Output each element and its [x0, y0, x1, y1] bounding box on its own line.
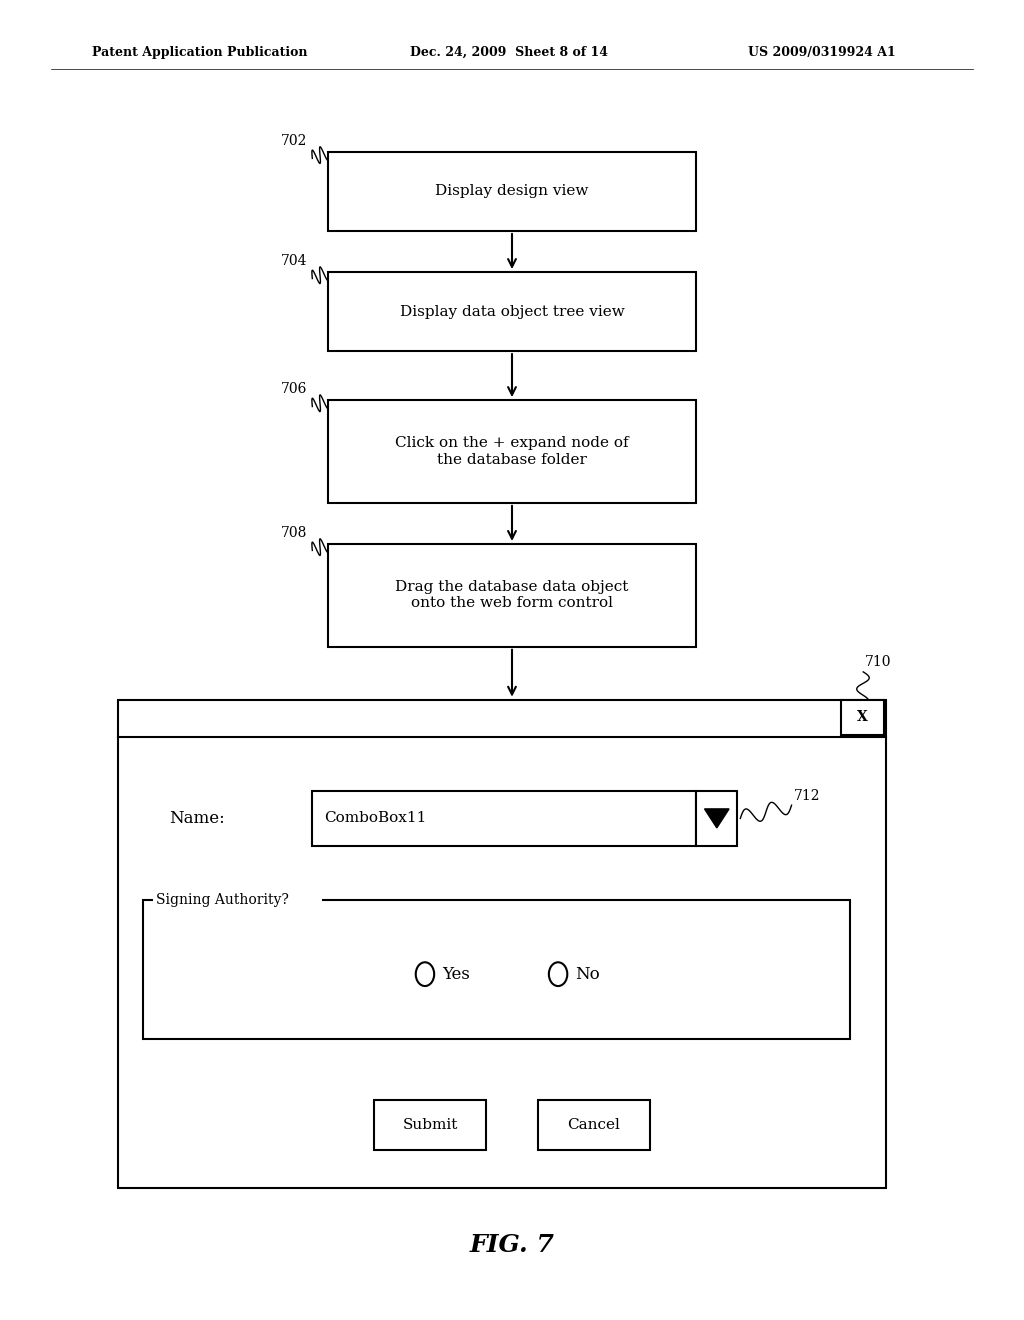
Bar — [118, 700, 886, 1188]
Bar — [153, 884, 322, 916]
Text: Cancel: Cancel — [567, 1118, 621, 1131]
Text: Name:: Name: — [169, 810, 224, 826]
Bar — [538, 1100, 650, 1150]
Text: Patent Application Publication: Patent Application Publication — [92, 46, 307, 58]
Bar — [143, 900, 850, 1039]
Text: Yes: Yes — [442, 966, 470, 982]
Text: 712: 712 — [794, 788, 820, 803]
Text: FIG. 7: FIG. 7 — [470, 1233, 554, 1257]
Bar — [328, 544, 696, 647]
Text: 708: 708 — [281, 525, 307, 540]
Text: Drag the database data object
onto the web form control: Drag the database data object onto the w… — [395, 581, 629, 610]
Text: Display design view: Display design view — [435, 185, 589, 198]
Bar — [841, 700, 884, 735]
Text: 704: 704 — [281, 253, 307, 268]
Text: 706: 706 — [281, 381, 307, 396]
Text: X: X — [857, 710, 867, 725]
Text: No: No — [575, 966, 600, 982]
Text: ComboBox11: ComboBox11 — [325, 812, 427, 825]
Text: Dec. 24, 2009  Sheet 8 of 14: Dec. 24, 2009 Sheet 8 of 14 — [410, 46, 607, 58]
Text: US 2009/0319924 A1: US 2009/0319924 A1 — [748, 46, 895, 58]
Bar — [328, 272, 696, 351]
Text: Click on the + expand node of
the database folder: Click on the + expand node of the databa… — [395, 437, 629, 466]
Text: Signing Authority?: Signing Authority? — [156, 894, 289, 907]
Text: Submit: Submit — [402, 1118, 458, 1131]
Bar — [312, 791, 696, 846]
Text: 710: 710 — [865, 655, 892, 669]
Text: Display data object tree view: Display data object tree view — [399, 305, 625, 318]
Bar — [328, 152, 696, 231]
Bar — [328, 400, 696, 503]
Polygon shape — [705, 809, 729, 828]
Bar — [374, 1100, 486, 1150]
Bar — [696, 791, 737, 846]
Text: 702: 702 — [281, 133, 307, 148]
